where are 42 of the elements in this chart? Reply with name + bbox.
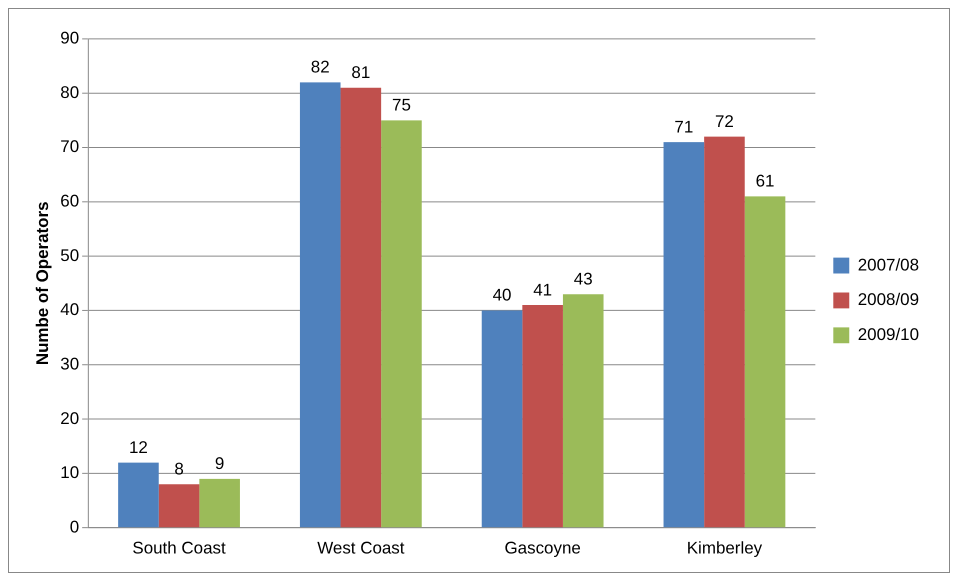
- data-label: 8: [174, 460, 184, 479]
- y-tick-label: 0: [70, 517, 80, 536]
- bar: [118, 462, 159, 528]
- data-label: 61: [756, 172, 774, 191]
- data-label: 72: [715, 112, 734, 131]
- bar: [482, 310, 522, 528]
- bar: [199, 478, 240, 528]
- y-axis-title: Numbe of Operators: [32, 202, 52, 366]
- y-tick-label: 10: [60, 463, 80, 482]
- x-tick-label: Kimberley: [686, 538, 763, 558]
- bar: [704, 136, 745, 528]
- bar: [158, 484, 200, 528]
- y-tick-label: 30: [60, 354, 80, 374]
- y-tick-label: 20: [60, 408, 80, 428]
- bar: [522, 305, 563, 528]
- legend-label: 2007/08: [858, 255, 920, 274]
- data-label: 82: [310, 58, 330, 77]
- x-tick-label: West Coast: [317, 538, 405, 558]
- y-tick-label: 70: [60, 137, 80, 156]
- data-label: 81: [351, 63, 370, 82]
- legend-label: 2008/09: [858, 290, 920, 310]
- bar: [340, 88, 382, 528]
- bar: [300, 82, 341, 528]
- bar: [664, 142, 704, 528]
- y-tick-label: 40: [60, 300, 80, 320]
- x-tick-label: South Coast: [132, 538, 226, 558]
- data-label: 71: [674, 117, 694, 136]
- y-tick-label: 80: [60, 82, 80, 102]
- bar: [381, 120, 422, 528]
- bar: [562, 294, 604, 528]
- x-tick-label: Gascoyne: [504, 538, 581, 558]
- y-tick-label: 90: [60, 28, 80, 48]
- data-label: 40: [492, 286, 512, 305]
- legend-label: 2009/10: [858, 325, 920, 344]
- data-label: 43: [574, 269, 593, 288]
- data-label: 9: [214, 454, 224, 474]
- data-label: 41: [533, 280, 552, 300]
- y-tick-label: 50: [60, 246, 80, 265]
- data-label: 75: [392, 96, 411, 115]
- y-tick-label: 60: [60, 192, 80, 211]
- data-label: 12: [129, 438, 148, 457]
- bar: [744, 196, 786, 528]
